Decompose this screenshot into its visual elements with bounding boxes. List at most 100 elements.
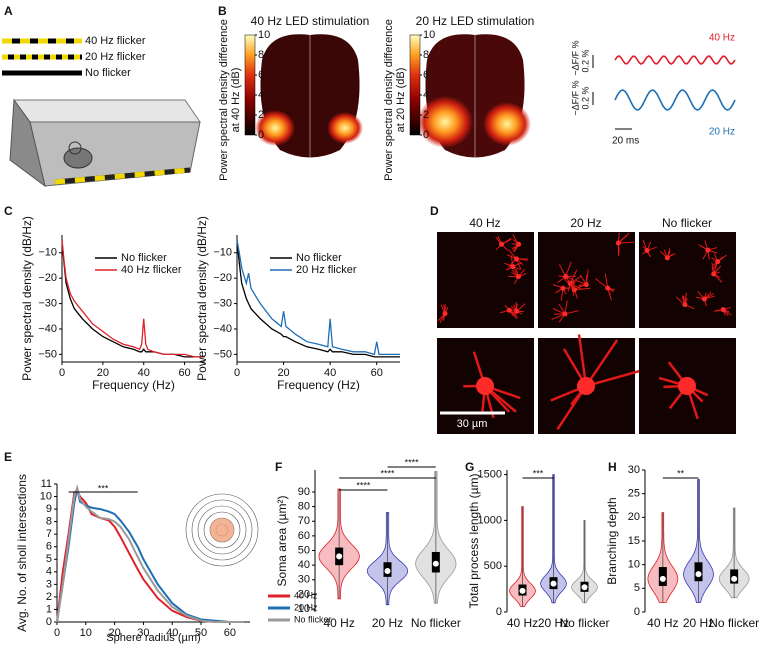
y-tick-label: 30 [298, 574, 310, 586]
x-tick-label: 20 [97, 367, 109, 379]
median-dot [659, 575, 666, 582]
y-tick-label: 0 [634, 606, 640, 618]
scale-bars [592, 55, 632, 130]
y-tick-label: 15 [628, 535, 640, 547]
trace-axis-label: −ΔF/F % [570, 80, 580, 115]
colorbar-tick-label: 10 [423, 29, 435, 41]
cell-process [574, 287, 591, 291]
x-tick-label: 30 [137, 627, 149, 639]
scale-y-label: 0.2 % [580, 49, 590, 72]
y-tick-label: −30 [38, 297, 57, 309]
median-dot [695, 571, 702, 578]
y-axis-label: Avg. No. of sholl intersections [15, 474, 29, 632]
legend-label: No flicker [294, 614, 332, 624]
y-tick-label: 50 [298, 544, 310, 556]
x-tick-label: 40 Hz [323, 616, 354, 630]
cell-body [513, 256, 519, 262]
x-tick-label: No flicker [559, 616, 609, 630]
y-tick-label: 6 [46, 541, 52, 553]
cell-body [644, 248, 650, 254]
y-tick-label: 1 [46, 603, 52, 615]
y-tick-label: 60 [298, 530, 310, 542]
cell-body [442, 311, 448, 317]
y-tick-label: 20 [628, 511, 640, 523]
legend-label: 40 Hz [294, 590, 318, 600]
y-tick-label: −40 [213, 323, 232, 335]
y-tick-label: 25 [628, 488, 640, 500]
x-tick-label: 60 [371, 367, 383, 379]
x-tick-label: 40 Hz [647, 616, 678, 630]
y-tick-label: 0 [496, 606, 502, 618]
y-tick-label: −20 [38, 272, 57, 284]
y-tick-label: 9 [46, 503, 52, 515]
sholl-soma [210, 518, 234, 542]
x-tick-label: 60 [224, 627, 236, 639]
x-tick-label: 20 Hz [372, 616, 403, 630]
x-axis-label: Sphere radius (µm) [106, 632, 200, 644]
cell-body [499, 241, 505, 247]
y-axis-label: Total process length (µm) [467, 474, 481, 609]
median-dot [384, 568, 391, 575]
micrograph [639, 232, 736, 328]
x-tick-label: 20 [108, 627, 120, 639]
significance-label: ** [677, 468, 685, 478]
y-tick-label: 11 [41, 478, 52, 490]
scale-bar-label: 30 µm [457, 418, 488, 430]
cell-body [715, 259, 721, 265]
sholl-ring [185, 493, 259, 567]
cell-body [577, 377, 595, 395]
scale-y-label: 0.2 % [580, 86, 590, 109]
cell-body [476, 377, 494, 395]
y-tick-label: 10 [298, 603, 310, 615]
colorbar-tick-label: 8 [423, 49, 429, 61]
y-tick-label: 5 [46, 553, 52, 565]
median-dot [550, 580, 557, 587]
cell-process [618, 241, 634, 244]
colorbar-label: Power spectral density difference [383, 19, 395, 181]
cell-process [584, 339, 619, 387]
y-axis-label: Branching depth [605, 497, 619, 584]
significance-label: **** [356, 480, 371, 490]
x-axis-label: Frequency (Hz) [277, 378, 360, 392]
trace-label: 40 Hz [709, 33, 735, 44]
column-title: 20 Hz [570, 216, 601, 230]
colorbar-label: Power spectral density difference [218, 19, 230, 181]
scale-x-label: 20 ms [612, 136, 639, 147]
cell-process [565, 276, 575, 290]
median-dot [581, 584, 588, 591]
cell-body [510, 264, 516, 270]
y-axis-label: Soma area (µm²) [275, 496, 289, 587]
sholl-ring [197, 505, 247, 555]
trace [614, 89, 736, 111]
y-tick-label: 10 [40, 490, 52, 502]
line-series [56, 488, 245, 623]
y-axis-label: Power spectral density (dB/Hz) [20, 216, 34, 381]
colorbar [409, 34, 421, 136]
y-axis-label: Power spectral density (dB/Hz) [195, 216, 209, 381]
sholl-ring [191, 499, 253, 561]
map-title: 20 Hz LED stimulation [416, 14, 535, 28]
cell-body [705, 247, 711, 253]
y-tick-label: −40 [38, 323, 57, 335]
y-tick-label: 90 [298, 486, 310, 498]
y-tick-label: 8 [46, 516, 52, 528]
y-tick-label: −20 [213, 272, 232, 284]
median-dot [336, 553, 343, 560]
colorbar-tick-label: 10 [258, 29, 270, 41]
x-tick-label: 0 [54, 627, 60, 639]
legend-label: No flicker [296, 252, 342, 264]
cell-body [678, 377, 696, 395]
legend-label: No flicker [121, 252, 167, 264]
cell-body [701, 296, 707, 302]
x-tick-label: 40 [324, 367, 336, 379]
cell-body [563, 274, 569, 280]
x-tick-label: 20 [277, 367, 289, 379]
column-title: 40 Hz [469, 216, 500, 230]
panel-letter: F [275, 460, 282, 474]
y-tick-label: 4 [46, 566, 52, 578]
cell-process [585, 369, 640, 388]
y-tick-label: 80 [298, 501, 310, 513]
x-tick-label: 60 [178, 367, 190, 379]
significance-label: *** [98, 483, 109, 493]
